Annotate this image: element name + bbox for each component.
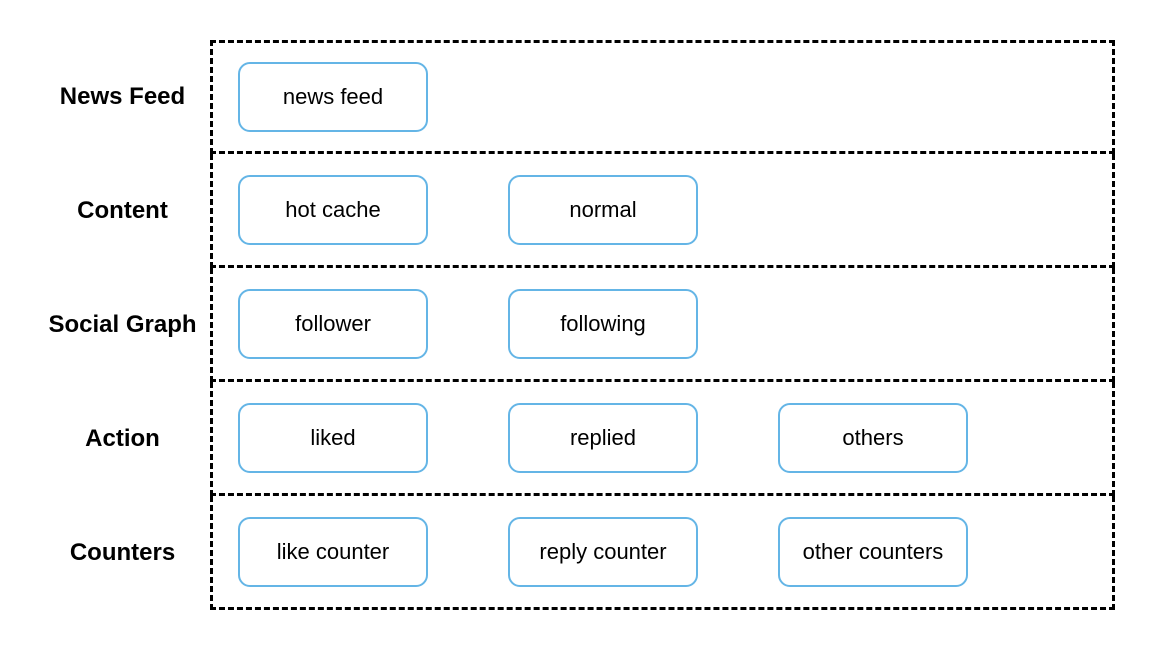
row-box: follower following [210,268,1115,382]
pill-normal: normal [508,175,698,245]
row-label: Action [45,425,210,453]
pill-others: others [778,403,968,473]
row-label: Social Graph [45,311,210,339]
pill-follower: follower [238,289,428,359]
row-label: Counters [45,539,210,567]
row-social-graph: Social Graph follower following [45,268,1115,382]
row-content: Content hot cache normal [45,154,1115,268]
pill-reply-counter: reply counter [508,517,698,587]
row-action: Action liked replied others [45,382,1115,496]
pill-liked: liked [238,403,428,473]
row-label: News Feed [45,83,210,111]
pill-like-counter: like counter [238,517,428,587]
row-box: news feed [210,40,1115,154]
pill-replied: replied [508,403,698,473]
pill-news-feed: news feed [238,62,428,132]
pill-hot-cache: hot cache [238,175,428,245]
row-label: Content [45,197,210,225]
architecture-diagram: News Feed news feed Content hot cache no… [45,40,1115,610]
row-news-feed: News Feed news feed [45,40,1115,154]
pill-other-counters: other counters [778,517,968,587]
row-box: liked replied others [210,382,1115,496]
row-box: hot cache normal [210,154,1115,268]
pill-following: following [508,289,698,359]
row-box: like counter reply counter other counter… [210,496,1115,610]
row-counters: Counters like counter reply counter othe… [45,496,1115,610]
